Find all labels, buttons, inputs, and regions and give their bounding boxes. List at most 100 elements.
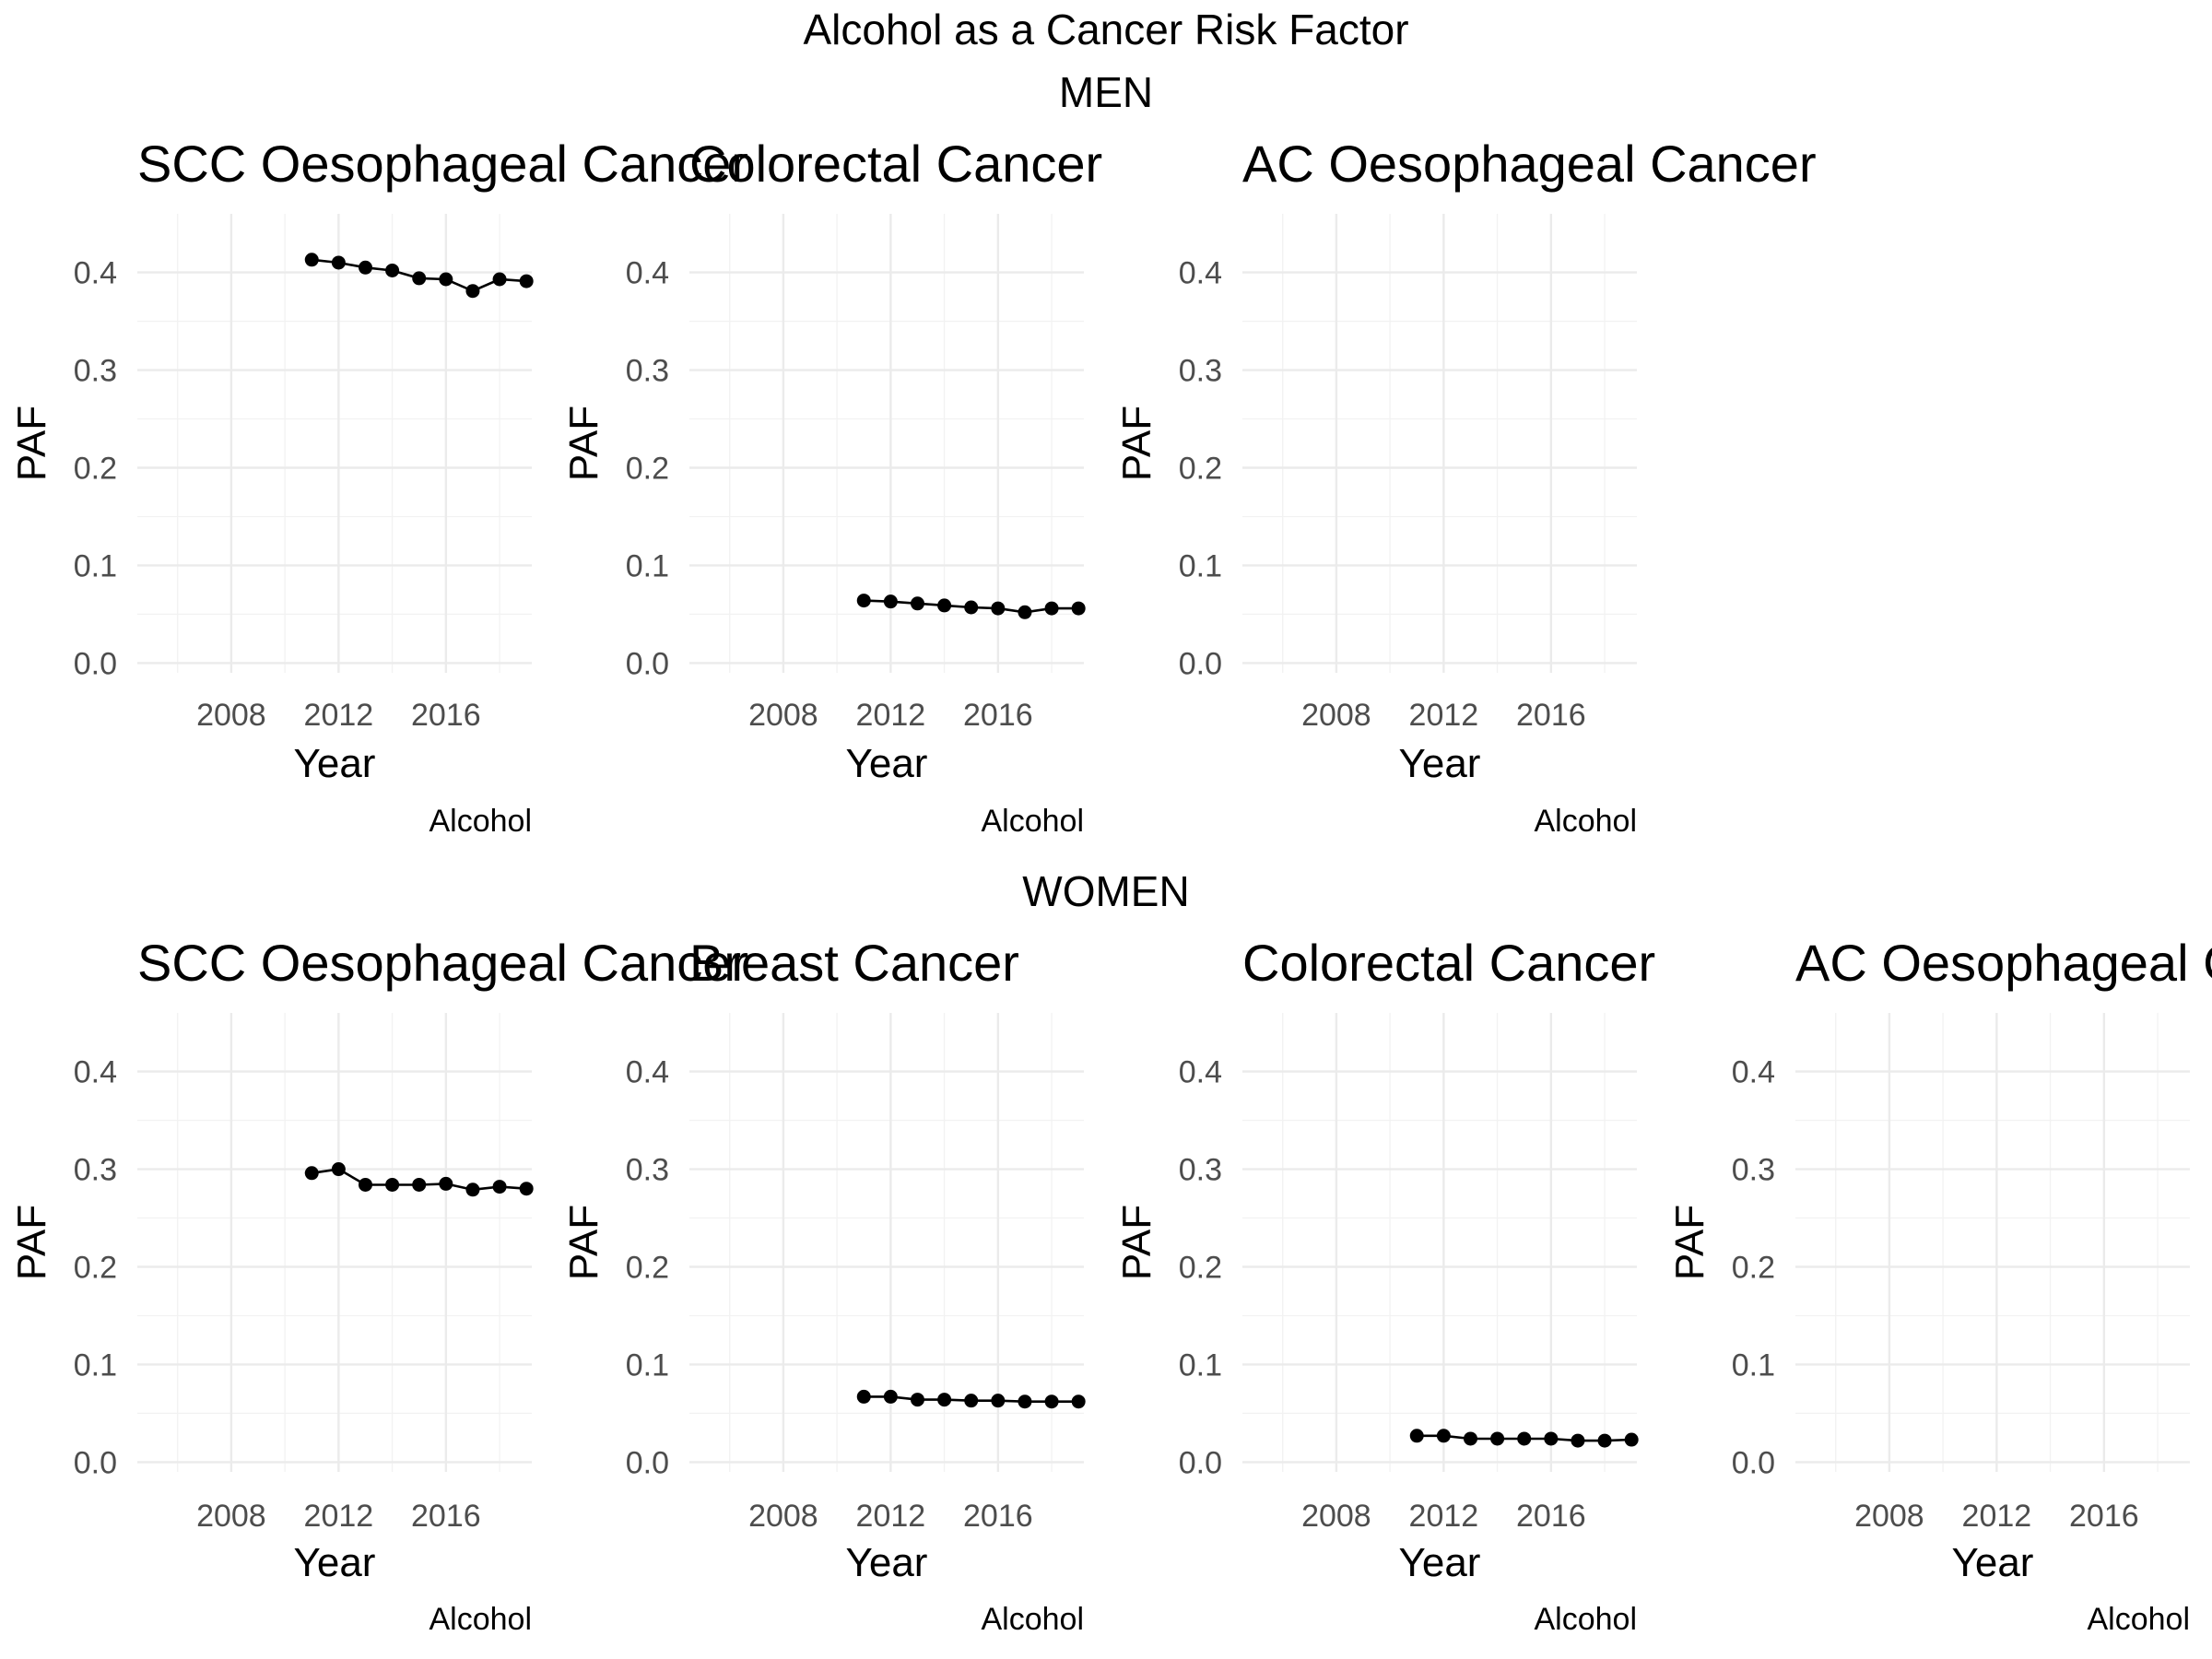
x-tick-label: 2016: [2069, 1499, 2139, 1534]
data-point: [1071, 601, 1086, 616]
y-tick-label: 0.0: [1179, 646, 1222, 681]
y-tick-label: 0.1: [626, 548, 669, 583]
data-point: [883, 1389, 898, 1404]
panel-0: SCC Oesophageal Cancer 0.0 0.1 0.2 0.3 0.4 200…: [9, 135, 748, 839]
x-tick-label: 2008: [748, 1499, 818, 1534]
panel-caption: Alcohol: [2087, 1602, 2190, 1637]
y-tick-label: 0.4: [74, 1055, 117, 1090]
x-tick-label: 2016: [963, 1499, 1033, 1534]
y-tick-label: 0.1: [626, 1347, 669, 1382]
data-point: [1624, 1432, 1639, 1447]
data-point: [385, 263, 400, 277]
data-point: [856, 594, 871, 608]
y-axis-title: PAF: [1114, 406, 1159, 481]
x-axis-title: Year: [846, 741, 928, 786]
panel-caption: Alcohol: [429, 804, 532, 839]
data-point: [937, 1393, 952, 1407]
data-point: [519, 1182, 534, 1196]
data-point: [412, 271, 427, 286]
y-tick-label: 0.4: [1179, 1055, 1222, 1090]
x-tick-label: 2016: [411, 698, 481, 733]
data-point: [1409, 1429, 1424, 1443]
y-tick-label: 0.0: [626, 646, 669, 681]
x-tick-label: 2016: [411, 1499, 481, 1534]
y-tick-label: 0.2: [74, 1250, 117, 1285]
data-point: [358, 260, 372, 275]
data-point: [519, 274, 534, 288]
panel-title: AC Oesophageal Cancer: [1795, 934, 2212, 992]
panel-title: AC Oesophageal Cancer: [1242, 135, 1817, 193]
data-point: [1018, 605, 1032, 619]
data-point: [412, 1177, 427, 1192]
y-tick-label: 0.2: [626, 1250, 669, 1285]
data-point: [358, 1177, 372, 1192]
x-axis-title: Year: [294, 1540, 376, 1585]
x-axis-title: Year: [846, 1540, 928, 1585]
data-point: [1517, 1431, 1532, 1446]
data-point: [1490, 1431, 1505, 1446]
y-tick-label: 0.3: [626, 1153, 669, 1188]
panel-caption: Alcohol: [981, 1602, 1084, 1637]
y-tick-label: 0.3: [1179, 354, 1222, 389]
y-tick-label: 0.4: [626, 256, 669, 291]
data-point: [465, 1182, 480, 1197]
data-point: [1071, 1394, 1086, 1409]
panel-4: Breast Cancer 0.0 0.1 0.2 0.3 0.4 2008 2012 2016…: [561, 934, 1086, 1637]
panel-title: Colorectal Cancer: [689, 135, 1102, 193]
x-axis-title: Year: [1399, 741, 1481, 786]
y-tick-label: 0.1: [74, 548, 117, 583]
x-tick-label: 2008: [196, 1499, 266, 1534]
panel-1: Colorectal Cancer 0.0 0.1 0.2 0.3 0.4 2008 2012…: [561, 135, 1102, 839]
y-tick-label: 0.3: [1732, 1153, 1775, 1188]
y-tick-label: 0.0: [626, 1445, 669, 1480]
data-point: [331, 255, 346, 270]
panel-6: AC Oesophageal Cancer 0.0 0.1 0.2 0.3 0.4 2008…: [1667, 934, 2212, 1637]
section-title-men: MEN: [1059, 68, 1153, 116]
data-point: [304, 253, 319, 267]
y-tick-label: 0.4: [1732, 1055, 1775, 1090]
data-point: [492, 272, 507, 287]
panel-title: SCC Oesophageal Cancer: [137, 135, 748, 193]
y-tick-label: 0.2: [1179, 1250, 1222, 1285]
y-tick-label: 0.2: [1732, 1250, 1775, 1285]
data-point: [910, 1393, 924, 1407]
y-tick-label: 0.4: [74, 256, 117, 291]
panel-title: Colorectal Cancer: [1242, 934, 1655, 992]
panel-title: SCC Oesophageal Cancer: [137, 934, 748, 992]
y-tick-label: 0.2: [626, 451, 669, 486]
y-tick-label: 0.0: [1179, 1445, 1222, 1480]
data-point: [331, 1162, 346, 1177]
x-tick-label: 2008: [1301, 698, 1371, 733]
chart-main-title: Alcohol as a Cancer Risk Factor: [803, 6, 1408, 53]
data-point: [910, 596, 924, 611]
y-axis-title: PAF: [561, 1205, 606, 1280]
x-axis-title: Year: [294, 741, 376, 786]
y-tick-label: 0.2: [1179, 451, 1222, 486]
panel-caption: Alcohol: [981, 804, 1084, 839]
y-tick-label: 0.1: [1179, 548, 1222, 583]
panel-5: Colorectal Cancer 0.0 0.1 0.2 0.3 0.4 2008 2012…: [1114, 934, 1655, 1637]
panel-caption: Alcohol: [1534, 804, 1637, 839]
data-point: [439, 1176, 453, 1191]
y-tick-label: 0.3: [74, 1153, 117, 1188]
y-axis-title: PAF: [1114, 1205, 1159, 1280]
y-tick-label: 0.1: [74, 1347, 117, 1382]
y-tick-label: 0.3: [1179, 1153, 1222, 1188]
x-tick-label: 2012: [304, 698, 374, 733]
data-point: [937, 598, 952, 613]
y-tick-label: 0.2: [74, 451, 117, 486]
data-point: [304, 1166, 319, 1181]
data-point: [465, 284, 480, 299]
y-tick-label: 0.0: [74, 646, 117, 681]
x-tick-label: 2016: [1516, 698, 1586, 733]
x-tick-label: 2012: [856, 1499, 926, 1534]
data-point: [1544, 1431, 1559, 1446]
panels-layer: SCC Oesophageal Cancer 0.0 0.1 0.2 0.3 0.4 200…: [9, 135, 2212, 1637]
x-axis-title: Year: [1952, 1540, 2034, 1585]
data-point: [856, 1389, 871, 1404]
y-axis-title: PAF: [1667, 1205, 1712, 1280]
x-tick-label: 2012: [304, 1499, 374, 1534]
x-tick-label: 2012: [856, 698, 926, 733]
y-tick-label: 0.0: [1732, 1445, 1775, 1480]
section-title-women: WOMEN: [1022, 867, 1189, 915]
